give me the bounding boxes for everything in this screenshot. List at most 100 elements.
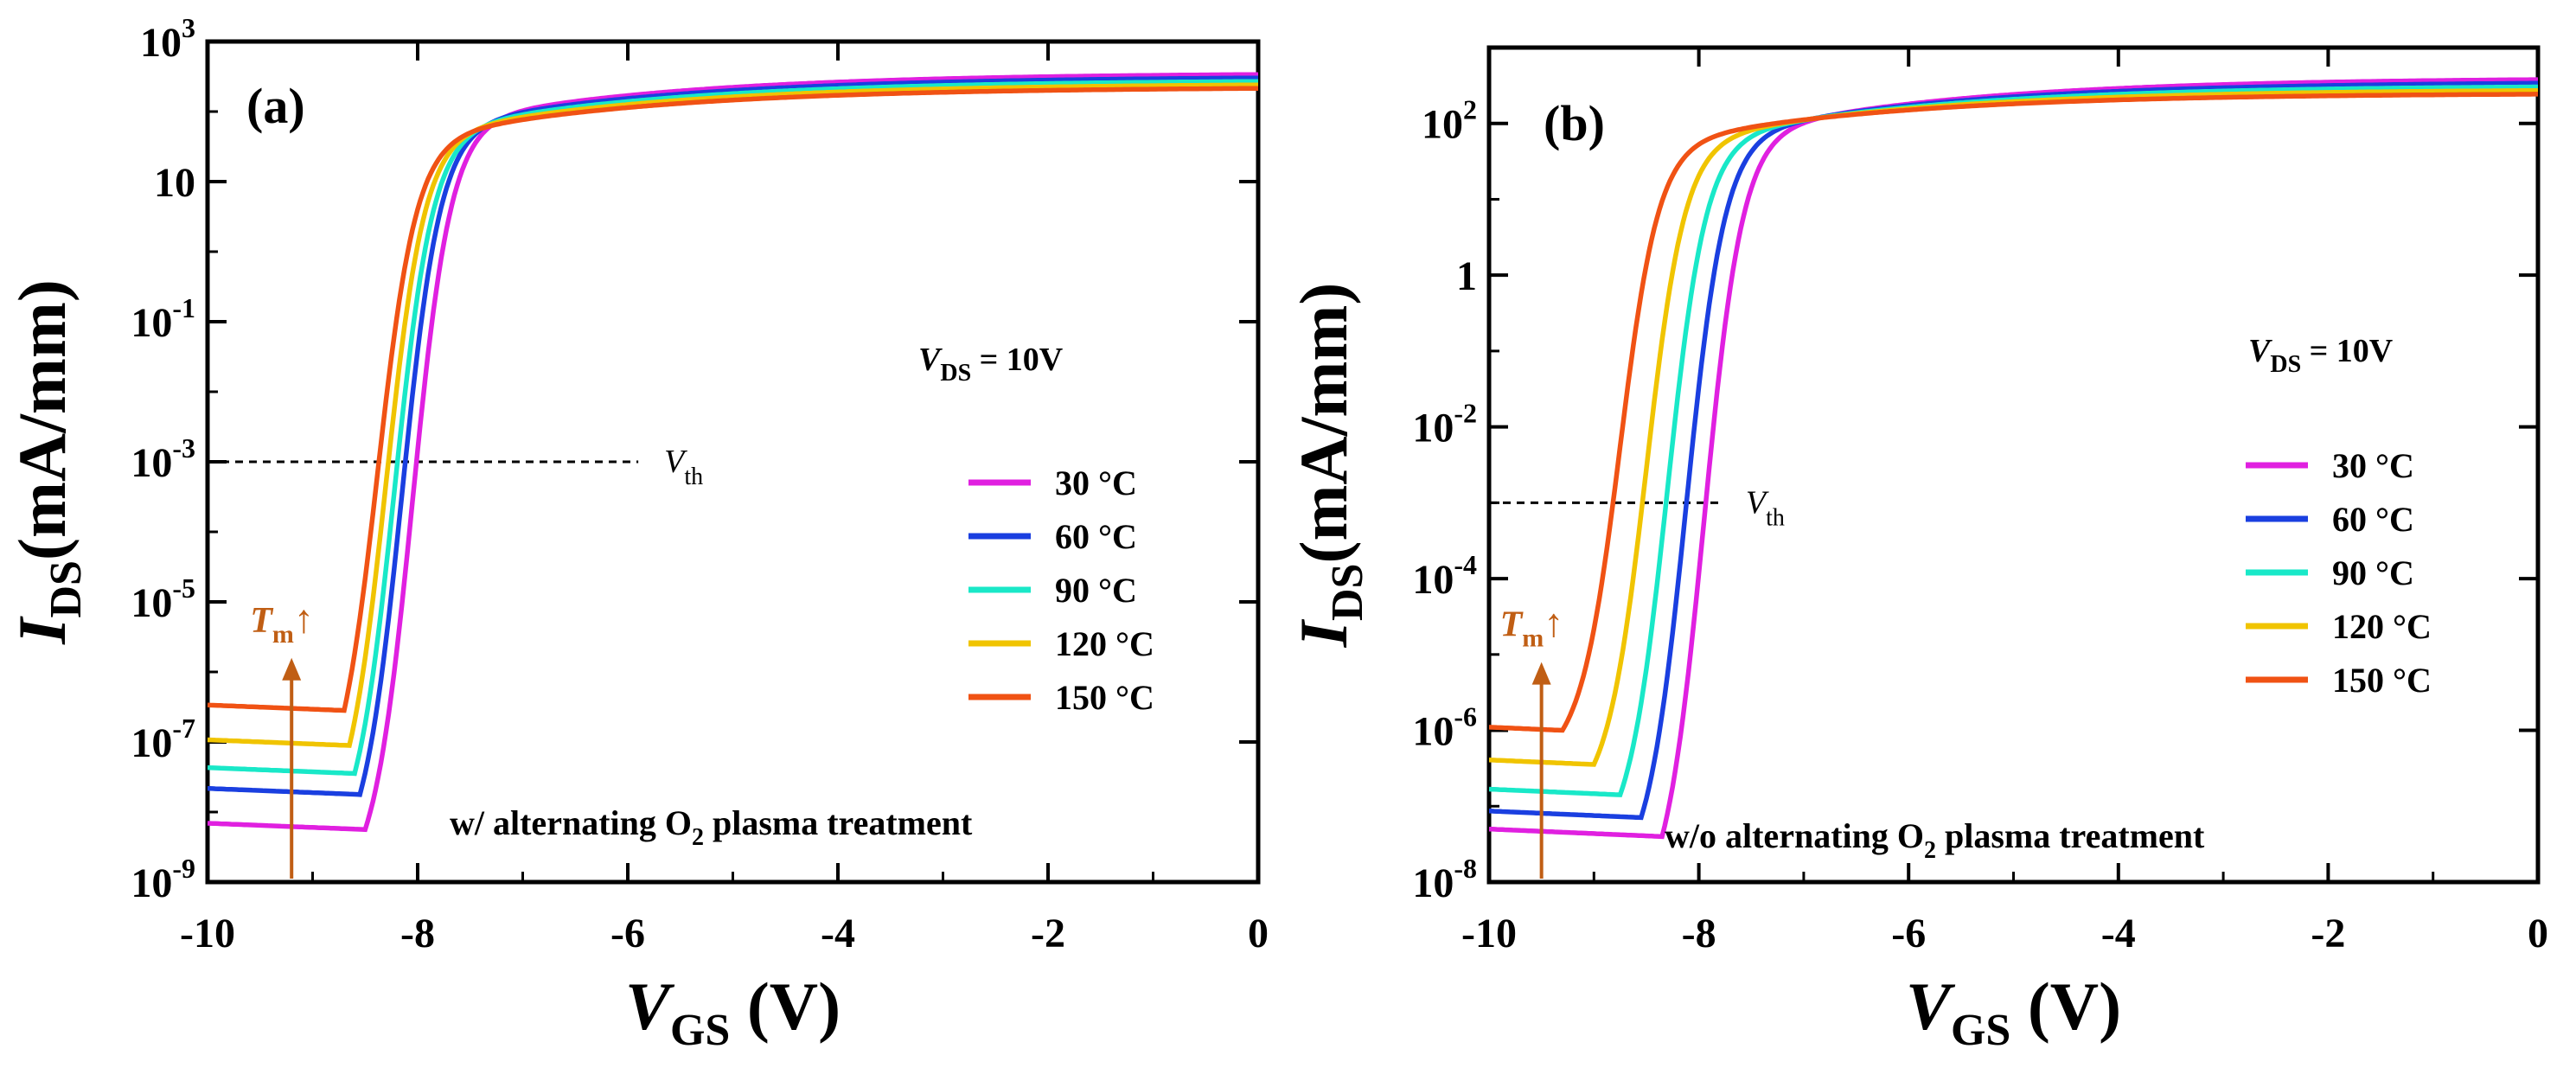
x-tick-label: -2 — [2311, 911, 2345, 956]
y-axis-label-unit: (mA/mm) — [4, 279, 80, 560]
y-tick-label: 10-6 — [1412, 701, 1477, 755]
y-axis-label-var: I — [4, 616, 80, 645]
vds-var: V — [918, 342, 943, 378]
y-tick-base: 10 — [131, 720, 172, 766]
legend-label: 150 °C — [2332, 661, 2432, 700]
y-tick-base: 10 — [1412, 557, 1454, 603]
x-axis-label-var: V — [1906, 969, 1956, 1044]
tm-label: Tm↑ — [1500, 601, 1564, 653]
annotation-suffix: plasma treatment — [704, 803, 973, 842]
panel-label: (a) — [246, 78, 305, 134]
y-tick-exponent: -6 — [1454, 701, 1477, 732]
y-tick-label: 10-9 — [131, 853, 195, 906]
vth-var: V — [1746, 484, 1769, 521]
x-tick-label: -4 — [2101, 911, 2136, 956]
vds-label: VDS = 10V — [918, 342, 1064, 387]
tm-var: T — [250, 601, 274, 641]
y-tick-label: 10 — [154, 160, 195, 206]
y-tick-exponent: -9 — [172, 853, 195, 884]
y-tick-base: 10 — [154, 160, 195, 206]
x-tick-label: -6 — [1891, 911, 1926, 956]
y-tick-label: 1 — [1456, 253, 1477, 299]
x-axis-label-unit: (V) — [2010, 969, 2121, 1044]
y-tick-base: 10 — [1412, 709, 1454, 755]
y-tick-label: 10-7 — [131, 713, 195, 766]
series-line-150C — [1489, 92, 2538, 733]
y-tick-exponent: -7 — [172, 713, 195, 744]
y-tick-label: 10-3 — [131, 432, 195, 486]
vds-value: = 10V — [971, 342, 1064, 378]
series-line-30C — [208, 72, 1258, 833]
vth-sub: th — [684, 464, 703, 490]
vth-var: V — [664, 444, 687, 480]
annotation-suffix: plasma treatment — [1936, 816, 2205, 855]
y-tick-exponent: -4 — [1454, 549, 1477, 580]
y-tick-label: 10-5 — [131, 572, 195, 626]
legend-label: 30 °C — [2332, 446, 2414, 485]
treatment-annotation: w/ alternating O2 plasma treatment — [450, 803, 973, 851]
y-tick-label: 10-2 — [1412, 398, 1477, 451]
x-axis-label-var: V — [625, 969, 675, 1044]
x-tick-label: -4 — [821, 911, 855, 956]
y-axis-label-sub: DS — [42, 560, 91, 617]
y-tick-exponent: -8 — [1454, 853, 1477, 884]
vth-label: Vth — [1746, 484, 1785, 531]
y-tick-base: 10 — [140, 20, 182, 66]
y-tick-base: 10 — [1412, 860, 1454, 906]
x-axis-label: VGS (V) — [1906, 969, 2121, 1055]
x-tick-label: -8 — [400, 911, 435, 956]
x-tick-label: -10 — [1461, 911, 1517, 956]
x-tick-label: -8 — [1682, 911, 1716, 956]
legend-label: 90 °C — [2332, 553, 2414, 592]
legend-label: 60 °C — [2332, 500, 2414, 539]
vth-label: Vth — [664, 444, 703, 490]
series-line-90C — [208, 79, 1258, 777]
y-tick-base: 10 — [1422, 102, 1463, 148]
tm-var: T — [1500, 605, 1525, 645]
treatment-annotation: w/o alternating O2 plasma treatment — [1665, 816, 2205, 864]
y-tick-label: 10-4 — [1412, 549, 1477, 603]
vds-sub: DS — [940, 360, 971, 387]
tm-up-arrow: ↑ — [294, 597, 314, 641]
legend-label: 120 °C — [1055, 624, 1154, 663]
y-tick-label: 10-1 — [131, 292, 195, 346]
y-axis-label: IDS(mA/mm) — [1286, 283, 1372, 649]
tm-sub: m — [1522, 624, 1544, 653]
series-line-60C — [1489, 80, 2538, 821]
y-tick-exponent: -2 — [1454, 398, 1477, 429]
series-line-150C — [208, 86, 1258, 713]
x-axis-label: VGS (V) — [625, 969, 841, 1055]
tm-up-arrow: ↑ — [1544, 601, 1563, 645]
x-tick-label: -2 — [1031, 911, 1065, 956]
vth-sub: th — [1766, 504, 1785, 531]
y-tick-exponent: -3 — [172, 432, 195, 464]
y-tick-base: 10 — [131, 440, 172, 486]
y-axis-label-unit: (mA/mm) — [1286, 283, 1361, 564]
legend-label: 120 °C — [2332, 607, 2432, 646]
vds-sub: DS — [2270, 351, 2301, 378]
vds-var: V — [2248, 333, 2272, 369]
y-tick-exponent: -5 — [172, 572, 195, 604]
y-tick-exponent: 3 — [182, 12, 195, 43]
series-line-60C — [208, 75, 1258, 797]
y-tick-label: 102 — [1422, 94, 1477, 148]
y-tick-label: 10-8 — [1412, 853, 1477, 906]
tm-sub: m — [272, 620, 294, 649]
x-axis-label-unit: (V) — [730, 969, 841, 1044]
y-tick-base: 1 — [1456, 253, 1477, 299]
x-tick-label: 0 — [2528, 911, 2548, 956]
y-axis-label-var: I — [1286, 618, 1361, 648]
tm-arrow-head — [282, 657, 302, 681]
legend-label: 60 °C — [1055, 517, 1137, 556]
panel-a: -10 -8 -6 -4 -2 01031010-110-310-510-710-9VGS… — [4, 12, 1269, 1055]
y-axis-label-sub: DS — [1323, 564, 1372, 621]
legend-label: 150 °C — [1055, 678, 1154, 717]
panel-label: (b) — [1544, 95, 1605, 151]
y-tick-label: 103 — [140, 12, 195, 66]
annotation-prefix: w/ alternating O — [450, 803, 692, 842]
y-tick-base: 10 — [131, 860, 172, 906]
legend-label: 90 °C — [1055, 571, 1137, 610]
annotation-prefix: w/o alternating O — [1665, 816, 1924, 855]
